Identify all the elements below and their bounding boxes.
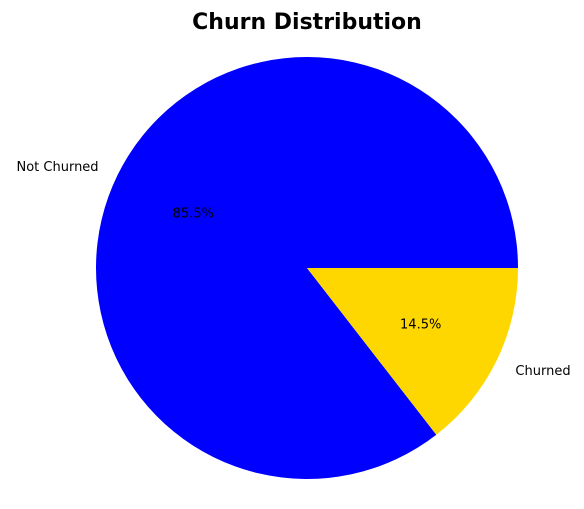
pie-slices [95, 57, 518, 480]
chart-title: Churn Distribution [192, 10, 422, 35]
pie-slice-not-churned [95, 57, 518, 480]
pie-labels: 85.5% Not Churned 14.5% Churned [16, 160, 570, 379]
category-label: Churned [515, 364, 570, 379]
pie-slice-churned [307, 268, 518, 435]
category-label: Not Churned [16, 160, 98, 175]
percent-label: 85.5% [173, 206, 214, 221]
percent-label: 14.5% [400, 318, 441, 333]
